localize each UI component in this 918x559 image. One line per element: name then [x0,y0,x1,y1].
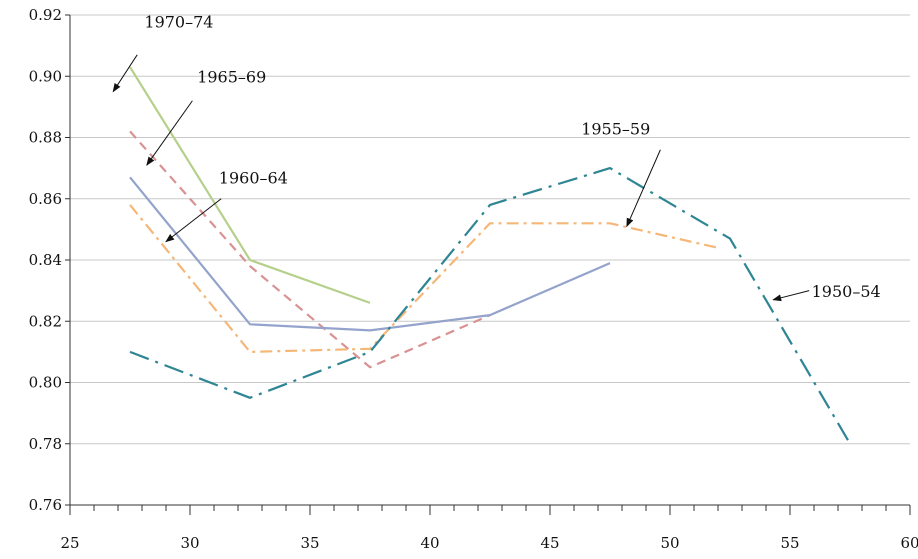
series-label-1965-69: 1965–69 [197,67,266,86]
x-tick-labels: 25 30 35 40 45 50 55 60 [60,534,918,552]
series-line-1950-54 [129,167,851,445]
y-tick-label: 0.84 [29,251,62,269]
annotation-arrow-1955-59 [626,149,661,228]
series-line-1960-64 [129,176,611,332]
x-tick-label: 55 [780,534,799,552]
series-line-1955-59 [129,204,719,353]
y-tick-label: 0.92 [29,6,62,24]
series-label-1950-54: 1950–54 [812,282,881,301]
series-lines [129,66,851,445]
series-annotations: 1970–74 1965–69 1960–64 1955–59 1950–54 [112,12,881,302]
annotation-arrow-1960-64 [165,198,222,243]
series-label-1970-74: 1970–74 [144,12,213,31]
x-tick-label: 45 [540,534,559,552]
annotation-arrow-1950-54 [772,290,810,302]
gridlines [70,14,910,445]
annotation-arrow-1970-74 [112,54,138,93]
series-line-1970-74 [129,66,371,304]
series-label-1955-59: 1955–59 [581,119,650,138]
series-label-1960-64: 1960–64 [219,168,288,187]
x-tick-label: 50 [660,534,679,552]
x-tick-label: 40 [420,534,439,552]
y-tick-label: 0.88 [29,129,62,147]
x-tick-label: 30 [180,534,199,552]
y-tick-label: 0.76 [29,496,62,514]
annotation-arrow-1965-69 [146,100,193,166]
y-tick-label: 0.80 [29,374,62,392]
y-tick-label: 0.86 [29,190,62,208]
axes [65,14,911,515]
y-tick-label: 0.78 [29,435,62,453]
y-tick-label: 0.82 [29,312,62,330]
series-line-1965-69 [129,130,491,369]
x-tick-label: 35 [300,534,319,552]
y-tick-labels: 0.76 0.78 0.80 0.82 0.84 0.86 0.88 0.90 0.92 [29,6,62,514]
x-tick-label: 60 [900,534,918,552]
x-tick-label: 25 [60,534,79,552]
y-tick-label: 0.90 [29,67,62,85]
